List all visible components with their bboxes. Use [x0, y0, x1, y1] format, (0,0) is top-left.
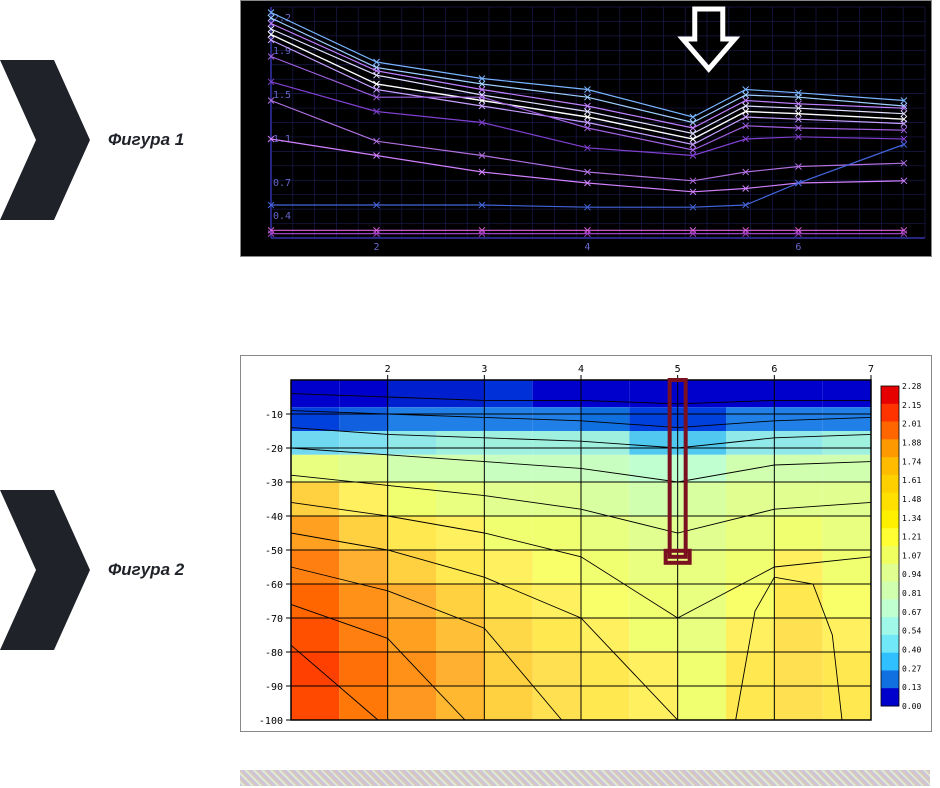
- svg-text:2: 2: [373, 242, 379, 253]
- svg-text:0.13: 0.13: [902, 683, 921, 692]
- svg-text:1.34: 1.34: [902, 514, 921, 523]
- svg-text:-40: -40: [265, 512, 283, 523]
- svg-text:0.94: 0.94: [902, 570, 921, 579]
- svg-text:1.88: 1.88: [902, 438, 921, 447]
- svg-text:1.21: 1.21: [902, 533, 921, 542]
- svg-text:3: 3: [481, 364, 487, 375]
- svg-text:2.01: 2.01: [902, 420, 921, 429]
- chevron-icon: [0, 490, 90, 650]
- svg-text:2.28: 2.28: [902, 382, 921, 391]
- figure2-label-block: Фигура 2: [0, 490, 220, 650]
- figure2-label: Фигура 2: [108, 560, 184, 580]
- figure1-label: Фигура 1: [108, 130, 184, 150]
- svg-text:0.81: 0.81: [902, 589, 921, 598]
- svg-text:0.54: 0.54: [902, 627, 921, 636]
- svg-text:6: 6: [795, 242, 801, 253]
- svg-text:0.67: 0.67: [902, 608, 921, 617]
- svg-text:-50: -50: [265, 546, 283, 557]
- svg-text:-100: -100: [259, 716, 283, 727]
- svg-text:0.27: 0.27: [902, 664, 921, 673]
- figure2-chart: 2 3 4 5 6 7 -10 -20 -30 -40 -50 -60 -70 -80 -90 -100 2.2…: [240, 355, 932, 732]
- svg-text:-30: -30: [265, 478, 283, 489]
- svg-text:-20: -20: [265, 444, 283, 455]
- figure1-chart: 0.40.71.11.51.92.2246: [240, 0, 932, 257]
- svg-text:1.48: 1.48: [902, 495, 921, 504]
- svg-text:1.74: 1.74: [902, 457, 921, 466]
- svg-text:4: 4: [578, 364, 584, 375]
- svg-text:5: 5: [675, 364, 681, 375]
- chevron-icon: [0, 60, 90, 220]
- svg-text:0.4: 0.4: [273, 211, 291, 222]
- svg-text:1.61: 1.61: [902, 476, 921, 485]
- svg-text:2.15: 2.15: [902, 401, 921, 410]
- svg-text:6: 6: [771, 364, 777, 375]
- svg-text:-90: -90: [265, 682, 283, 693]
- svg-text:-60: -60: [265, 580, 283, 591]
- svg-text:-10: -10: [265, 410, 283, 421]
- svg-text:7: 7: [868, 364, 874, 375]
- noise-strip: [240, 770, 930, 786]
- svg-text:-80: -80: [265, 648, 283, 659]
- svg-text:2: 2: [385, 364, 391, 375]
- svg-text:1.5: 1.5: [273, 90, 291, 101]
- svg-text:0.40: 0.40: [902, 646, 921, 655]
- svg-text:0.00: 0.00: [902, 702, 921, 711]
- svg-text:1.07: 1.07: [902, 551, 921, 560]
- svg-text:0.7: 0.7: [273, 178, 291, 189]
- figure1-label-block: Фигура 1: [0, 60, 220, 220]
- svg-text:4: 4: [584, 242, 590, 253]
- svg-text:-70: -70: [265, 614, 283, 625]
